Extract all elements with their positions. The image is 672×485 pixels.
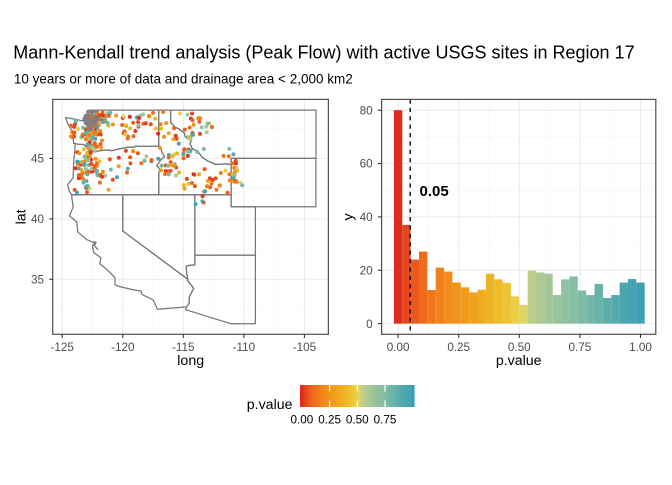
svg-text:p.value: p.value (247, 397, 293, 413)
svg-text:45: 45 (31, 153, 45, 166)
svg-text:long: long (177, 353, 204, 369)
svg-text:p.value: p.value (496, 353, 542, 369)
svg-text:40: 40 (360, 211, 374, 224)
svg-text:0.75: 0.75 (374, 414, 397, 427)
svg-text:Mann-Kendall trend analysis (P: Mann-Kendall trend analysis (Peak Flow) … (13, 43, 634, 63)
svg-text:lat: lat (14, 209, 30, 224)
svg-text:0.25: 0.25 (318, 414, 341, 427)
svg-text:80: 80 (360, 104, 374, 117)
svg-text:y: y (341, 212, 357, 220)
svg-text:0.00: 0.00 (291, 414, 314, 427)
svg-text:0.00: 0.00 (387, 341, 410, 354)
svg-text:-110: -110 (233, 341, 256, 354)
svg-text:0.50: 0.50 (346, 414, 369, 427)
svg-text:35: 35 (31, 274, 45, 287)
svg-text:-120: -120 (111, 341, 135, 354)
svg-text:-125: -125 (50, 341, 74, 354)
svg-text:1.00: 1.00 (629, 341, 652, 354)
svg-text:-105: -105 (293, 341, 317, 354)
svg-text:0: 0 (366, 318, 373, 331)
svg-text:0.75: 0.75 (569, 341, 592, 354)
svg-text:60: 60 (360, 158, 374, 171)
svg-text:10 years or more of data and d: 10 years or more of data and drainage ar… (14, 72, 353, 87)
svg-text:0.25: 0.25 (447, 341, 470, 354)
svg-text:0.05: 0.05 (420, 183, 449, 200)
svg-text:-115: -115 (172, 341, 195, 354)
svg-text:0.50: 0.50 (508, 341, 531, 354)
svg-text:20: 20 (360, 265, 374, 278)
svg-text:40: 40 (31, 213, 45, 226)
